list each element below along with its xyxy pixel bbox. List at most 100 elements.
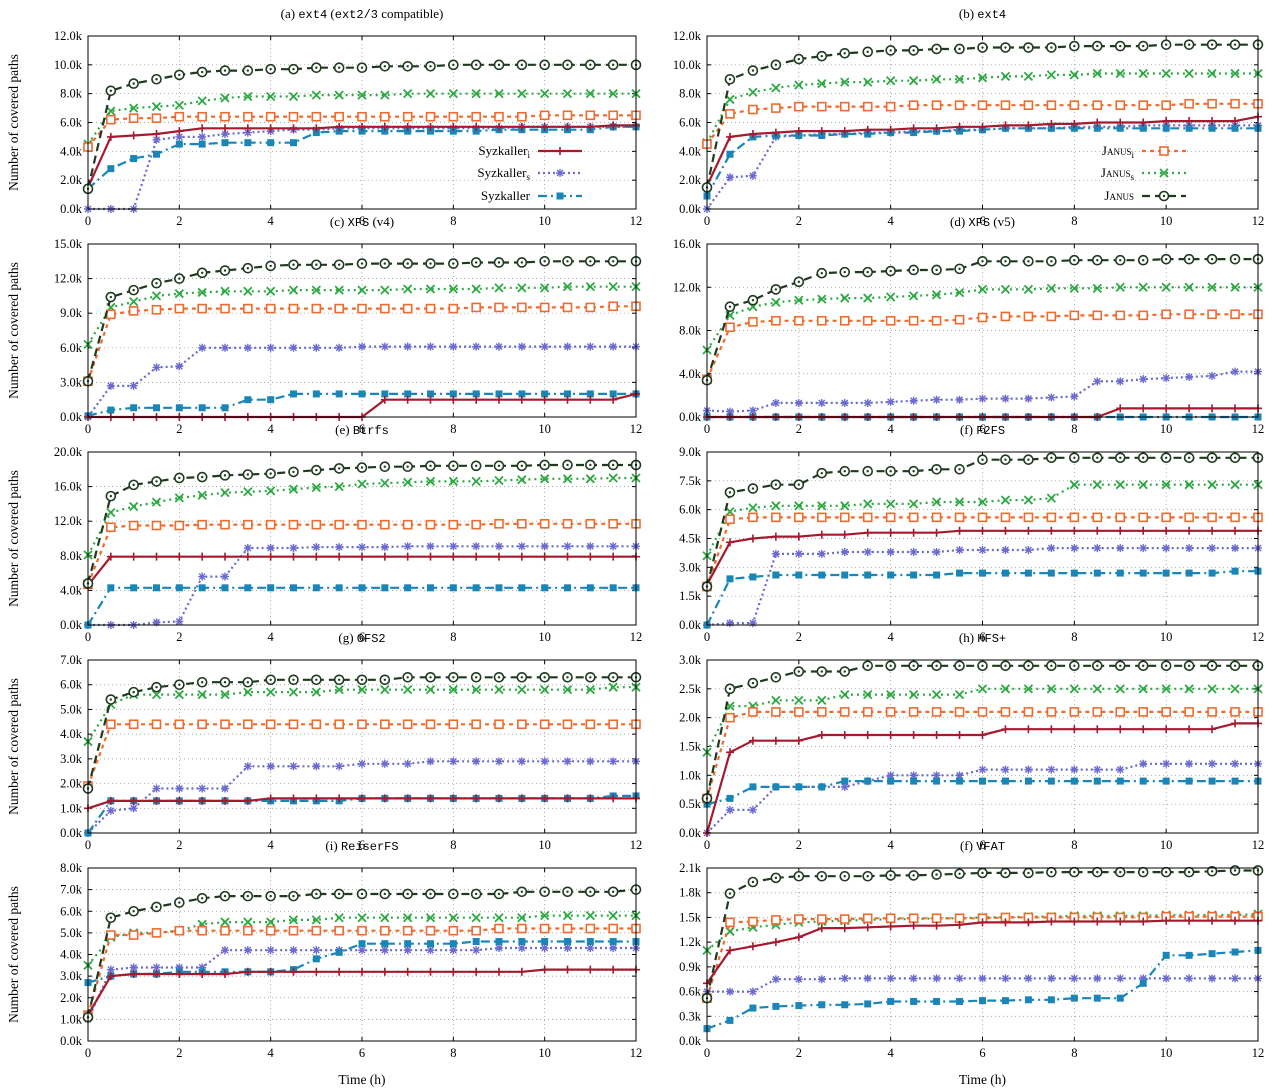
data-point: [609, 757, 618, 766]
data-point: [540, 757, 549, 766]
series-janus-i: [702, 512, 1263, 592]
plot-frame: [87, 35, 637, 210]
data-point: [540, 965, 549, 974]
data-point: [909, 921, 918, 930]
data-point: [1139, 118, 1148, 127]
data-point: [863, 398, 872, 407]
plot-frame: [706, 35, 1259, 210]
data-point: [518, 584, 526, 592]
data-point: [175, 963, 184, 972]
data-point: [380, 478, 390, 488]
data-point: [357, 479, 367, 489]
data-point: [1001, 546, 1010, 555]
data-point: [357, 111, 367, 122]
data-point: [817, 127, 826, 136]
data-point: [1138, 684, 1148, 694]
data-point: [106, 719, 116, 730]
data-point: [1231, 777, 1239, 785]
data-point: [472, 552, 481, 561]
data-point: [471, 284, 481, 294]
data-point: [1024, 777, 1032, 785]
data-point: [794, 501, 804, 511]
data-point: [1046, 707, 1057, 717]
data-point: [932, 528, 941, 537]
data-point: [106, 132, 115, 141]
x-tick-label: 0: [704, 838, 710, 852]
data-point: [1230, 98, 1240, 109]
data-point: [1184, 512, 1194, 523]
data-point: [1000, 100, 1011, 110]
data-point: [585, 89, 595, 99]
y-tick-label: 8.0k: [679, 324, 702, 338]
data-point: [609, 395, 618, 404]
data-point: [517, 302, 527, 313]
data-point: [932, 921, 941, 930]
data-point: [541, 390, 549, 398]
plot-frame: [87, 243, 637, 418]
data-point: [495, 944, 503, 953]
data-point: [152, 552, 161, 561]
data-point: [517, 283, 527, 293]
plot-frame: [706, 243, 1259, 418]
data-point: [1139, 124, 1147, 132]
x-tick-label: 10: [538, 1046, 551, 1060]
data-point: [539, 671, 550, 683]
data-point: [885, 101, 896, 112]
data-point: [1231, 124, 1239, 132]
y-tick-label: 0.0k: [679, 410, 702, 424]
data-point: [495, 757, 503, 766]
data-point: [448, 258, 459, 269]
data-point: [1207, 512, 1217, 523]
data-point: [220, 519, 230, 530]
data-point: [1001, 777, 1009, 785]
x-tick-label: 10: [1160, 838, 1173, 852]
data-point: [472, 794, 481, 803]
legend-marker: [1159, 146, 1169, 156]
data-point: [1070, 119, 1079, 128]
y-tick-label: 6.0k: [60, 678, 83, 692]
data-point: [198, 132, 207, 141]
data-point: [816, 512, 827, 523]
data-point: [1162, 777, 1170, 785]
data-point: [1230, 309, 1240, 320]
data-point: [220, 111, 230, 122]
data-point: [908, 660, 919, 672]
data-point: [288, 91, 299, 102]
data-point: [470, 257, 482, 268]
data-point: [517, 967, 526, 976]
data-point: [954, 43, 965, 55]
data-point: [196, 471, 208, 483]
data-point: [243, 124, 252, 133]
data-point: [1208, 404, 1217, 413]
data-point: [426, 552, 435, 561]
data-point: [494, 111, 504, 122]
data-point: [1229, 253, 1241, 265]
data-point: [402, 258, 413, 269]
data-point: [1024, 526, 1033, 535]
data-point: [1115, 310, 1126, 321]
data-point: [1162, 124, 1170, 132]
data-point: [1093, 974, 1102, 983]
data-point: [933, 777, 941, 785]
y-tick-label: 1.5k: [679, 740, 702, 754]
x-tick-label: 4: [268, 838, 275, 852]
data-point: [1070, 544, 1079, 553]
data-point: [840, 924, 849, 933]
data-point: [1162, 569, 1170, 577]
data-point: [517, 518, 527, 529]
data-point: [749, 1004, 757, 1012]
data-point: [425, 60, 436, 72]
data-point: [1046, 493, 1057, 503]
data-point: [794, 736, 803, 745]
data-point: [1137, 452, 1149, 464]
data-point: [1184, 480, 1194, 490]
data-point: [265, 925, 276, 936]
series-line: [87, 586, 636, 626]
y-tick-label: 16.0k: [673, 237, 702, 251]
data-point: [358, 127, 366, 135]
data-point: [1138, 282, 1148, 292]
data-point: [198, 584, 206, 592]
series-line: [87, 686, 636, 743]
